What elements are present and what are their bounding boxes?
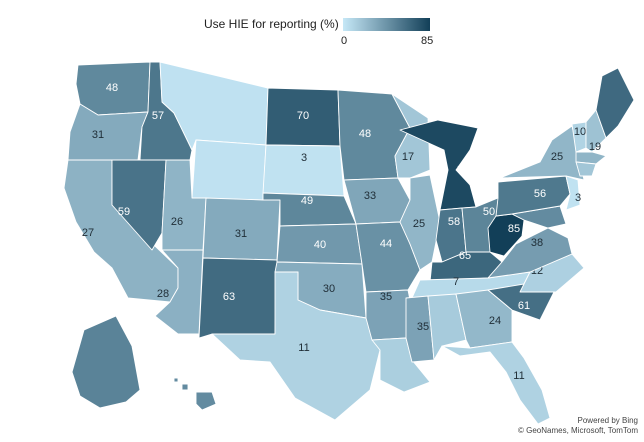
state-al[interactable] <box>427 293 467 361</box>
legend-max-label: 85 <box>421 35 434 47</box>
state-value-label-ne: 49 <box>301 195 313 207</box>
state-value-label-il: 25 <box>413 218 425 230</box>
state-value-label-ks: 40 <box>314 239 326 251</box>
state-hi[interactable] <box>173 377 217 411</box>
state-value-label-ok: 30 <box>323 283 335 295</box>
state-value-label-vt: 10 <box>574 126 586 138</box>
state-ct[interactable] <box>575 161 597 177</box>
state-value-label-fl: 11 <box>513 370 524 382</box>
state-value-label-sd: 3 <box>301 152 307 164</box>
state-value-label-co: 31 <box>235 228 247 240</box>
state-value-label-ky: 65 <box>459 250 471 262</box>
attribution-powered-by: Powered by Bing <box>577 416 638 425</box>
state-value-label-oh: 50 <box>483 206 495 218</box>
state-wy[interactable] <box>191 139 267 201</box>
state-il[interactable] <box>399 174 441 271</box>
state-value-label-nv: 59 <box>118 206 130 218</box>
state-value-label-wa: 48 <box>106 82 118 94</box>
state-value-label-tn: 7 <box>453 276 459 288</box>
state-value-label-nh: 19 <box>589 141 601 153</box>
state-or[interactable] <box>67 103 149 161</box>
state-value-label-nm: 63 <box>223 291 235 303</box>
state-ma[interactable] <box>575 151 607 165</box>
state-value-label-va: 38 <box>531 237 543 249</box>
state-value-label-sc: 61 <box>518 300 530 312</box>
state-value-label-mi: 80 <box>457 164 469 176</box>
state-value-label-ms: 35 <box>417 321 429 333</box>
state-nc[interactable] <box>519 253 585 293</box>
legend-title: Use HIE for reporting (%) <box>204 17 339 31</box>
state-tx[interactable] <box>211 271 381 421</box>
legend-min-label: 0 <box>341 35 348 47</box>
state-co[interactable] <box>202 197 281 261</box>
state-value-label-mo: 44 <box>380 238 392 250</box>
state-ia[interactable] <box>343 177 411 225</box>
state-value-label-pa: 56 <box>534 188 546 200</box>
state-value-label-ar: 35 <box>380 291 392 303</box>
map-attribution: Powered by Bing © GeoNames, Microsoft, T… <box>518 416 638 436</box>
state-nh[interactable] <box>585 109 607 153</box>
state-value-label-nj: 3 <box>575 192 581 204</box>
state-mi[interactable] <box>399 119 479 211</box>
state-value-label-nd: 70 <box>297 110 309 122</box>
state-value-label-or: 31 <box>92 129 104 141</box>
state-value-label-tx: 11 <box>298 342 309 354</box>
state-nj[interactable] <box>565 175 581 211</box>
state-value-label-ut: 26 <box>171 216 183 228</box>
state-value-label-wi: 17 <box>402 151 414 163</box>
state-me[interactable] <box>595 67 635 139</box>
state-value-label-ca: 27 <box>82 227 94 239</box>
state-value-label-az: 28 <box>157 288 169 300</box>
state-value-label-id: 57 <box>152 110 164 122</box>
state-ny[interactable] <box>499 125 585 181</box>
legend-gradient-bar <box>343 18 430 31</box>
state-value-label-ia: 33 <box>364 190 376 202</box>
state-ak[interactable] <box>71 315 141 409</box>
state-sc[interactable] <box>487 283 555 321</box>
state-value-label-ga: 24 <box>489 315 501 327</box>
state-ms[interactable] <box>405 295 435 363</box>
state-value-label-in: 58 <box>448 216 460 228</box>
state-value-label-ny: 25 <box>551 151 563 163</box>
state-value-label-wv: 85 <box>508 223 520 235</box>
state-fl[interactable] <box>441 341 551 425</box>
state-va[interactable] <box>487 227 573 279</box>
attribution-credits: © GeoNames, Microsoft, TomTom <box>518 426 638 435</box>
state-value-label-mn: 48 <box>359 128 371 140</box>
state-nm[interactable] <box>198 257 278 339</box>
